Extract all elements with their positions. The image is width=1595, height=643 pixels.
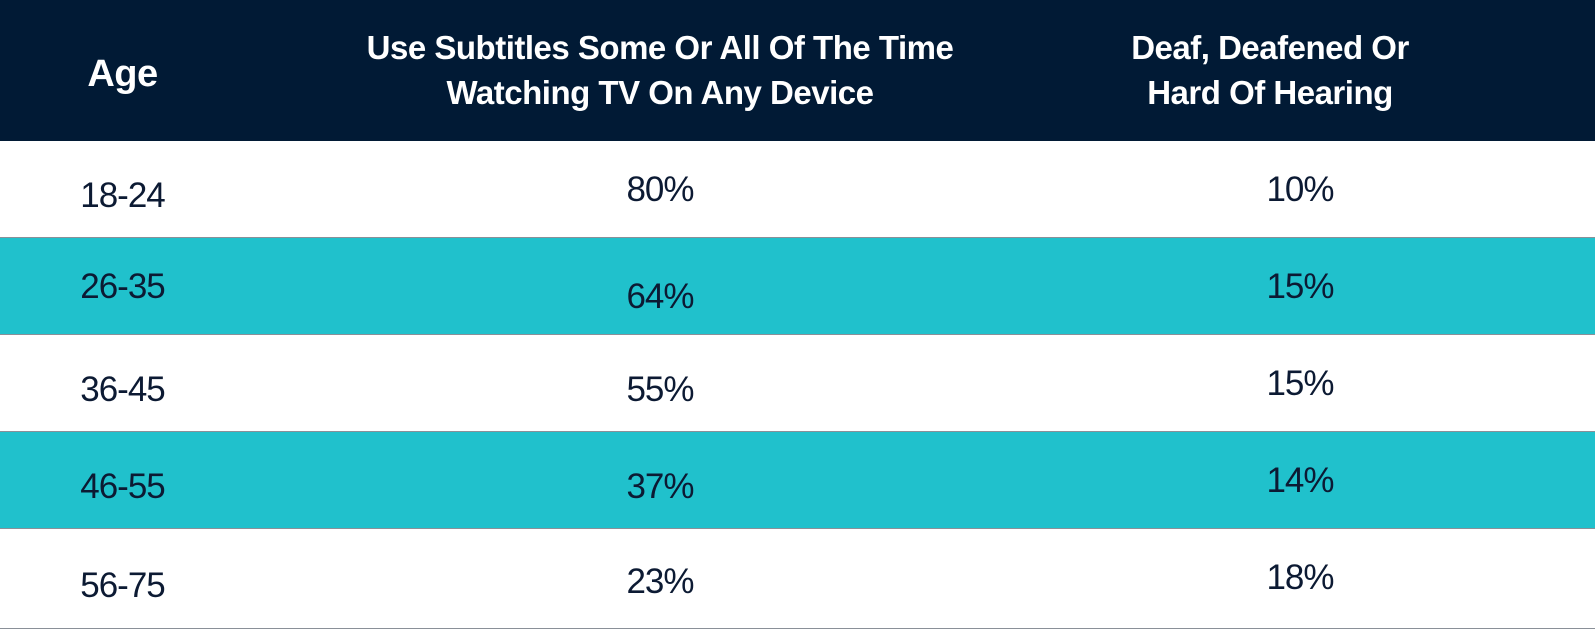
header-subtitles-line-2: Watching TV On Any Device: [446, 73, 874, 111]
cell-deaf: 14%: [1266, 460, 1334, 500]
header-deaf-line-1: Deaf, Deafened Or: [1131, 28, 1409, 66]
table-row: 18-24 80% 10%: [0, 141, 1595, 238]
table-row: 26-35 64% 15%: [0, 238, 1595, 335]
cell-subtitles: 23%: [626, 561, 694, 601]
table-row: 46-55 37% 14%: [0, 432, 1595, 529]
header-deaf: Deaf, Deafened Or Hard Of Hearing: [1060, 0, 1480, 141]
cell-age: 46-55: [80, 466, 166, 506]
table-row: 36-45 55% 15%: [0, 335, 1595, 432]
table-row: 56-75 23% 18%: [0, 529, 1595, 629]
cell-subtitles: 55%: [626, 369, 694, 409]
header-subtitles-line-1: Use Subtitles Some Or All Of The Time: [366, 28, 954, 66]
cell-age: 18-24: [80, 175, 166, 215]
cell-deaf: 15%: [1266, 363, 1334, 403]
cell-subtitles: 37%: [626, 466, 694, 506]
header-subtitles: Use Subtitles Some Or All Of The Time Wa…: [300, 0, 1020, 141]
cell-age: 56-75: [80, 565, 166, 605]
cell-subtitles: 80%: [626, 169, 694, 209]
cell-subtitles: 64%: [626, 276, 694, 316]
cell-deaf: 15%: [1266, 266, 1334, 306]
cell-deaf: 18%: [1266, 557, 1334, 597]
table-header: Age Use Subtitles Some Or All Of The Tim…: [0, 0, 1595, 141]
cell-deaf: 10%: [1266, 169, 1334, 209]
cell-age: 26-35: [80, 266, 166, 306]
header-deaf-line-2: Hard Of Hearing: [1147, 73, 1393, 111]
header-age: Age: [87, 53, 158, 95]
cell-age: 36-45: [80, 369, 166, 409]
